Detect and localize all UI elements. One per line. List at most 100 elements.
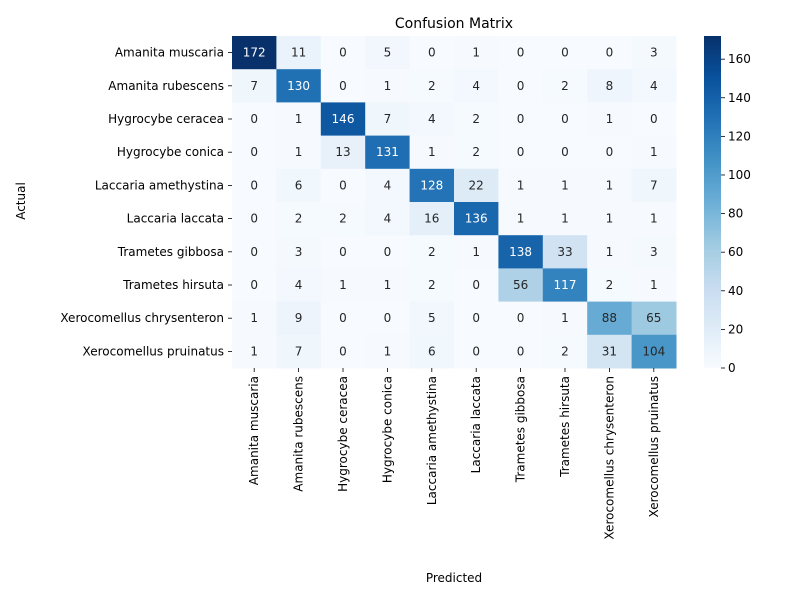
colorbar: 0 20 40 60 80 100 120 140 160 [704,36,751,375]
cell-value-label: 6 [428,344,436,358]
cell-value-label: 146 [332,112,355,126]
y-tick-label: Hygrocybe ceracea [108,112,224,126]
cell-value-label: 5 [384,46,392,60]
cell-value-label: 65 [646,311,661,325]
cell-value-label: 0 [517,311,525,325]
cell-value-label: 0 [650,112,658,126]
cell-value-label: 0 [472,344,480,358]
x-axis-label: Predicted [426,571,482,585]
heatmap-cell [587,168,633,203]
colorbar-tick-label: 60 [728,245,743,259]
heatmap-cell [365,301,411,336]
y-tick-label: Xerocomellus pruinatus [83,344,224,358]
x-tick-label: Amanita muscaria [247,376,261,485]
x-tick-label: Hygrocybe ceracea [336,376,350,492]
heatmap-cell [276,301,322,336]
cell-value-label: 88 [602,311,617,325]
heatmap-cell [232,135,277,170]
heatmap-cell [320,69,366,103]
heatmap-cell [276,168,322,203]
cell-value-label: 1 [428,145,436,159]
colorbar-tick-label: 20 [728,322,743,336]
heatmap-cell [365,202,411,236]
heatmap-cell [320,301,366,336]
heatmap-cell [631,69,677,103]
heatmap-cell [232,202,277,236]
heatmap-cell [498,202,544,236]
cell-value-label: 1 [650,145,658,159]
cell-value-label: 0 [250,212,258,226]
heatmap-cell [232,36,277,70]
heatmap-cell [587,334,633,369]
cell-value-label: 2 [339,212,347,226]
cell-value-label: 7 [250,79,258,93]
cell-value-label: 33 [557,245,572,259]
heatmap-cell [276,268,322,303]
cell-value-label: 104 [642,344,665,358]
heatmap-cell [587,36,633,70]
cell-value-label: 6 [295,178,303,192]
x-tick-label: Trametes gibbosa [514,376,528,483]
heatmap-cell [542,334,588,369]
cell-value-label: 0 [339,178,347,192]
heatmap-cell [409,36,455,70]
heatmap-cell [276,235,322,269]
heatmap-cell [276,69,322,103]
heatmap-cell [498,36,544,70]
heatmap-cell [365,135,411,170]
cell-value-label: 7 [384,112,392,126]
cell-value-label: 16 [424,212,439,226]
cell-value-label: 1 [384,344,392,358]
heatmap-cell [409,202,455,236]
cell-value-label: 130 [287,79,310,93]
heatmap-cell [498,135,544,170]
cell-value-label: 1 [561,311,569,325]
cell-value-label: 0 [517,344,525,358]
cell-value-label: 0 [250,278,258,292]
heatmap-cell [365,168,411,203]
heatmap-cell [365,334,411,369]
heatmap-cell [498,301,544,336]
heatmap-cell [276,135,322,170]
heatmap-cell [587,235,633,269]
cell-value-label: 1 [561,178,569,192]
x-tick-label: Laccaria laccata [469,376,483,473]
y-tick-label: Amanita rubescens [108,79,224,93]
colorbar-tick-label: 140 [728,91,751,105]
heatmap-cell [454,36,499,70]
x-tick-label: Amanita rubescens [292,376,306,492]
heatmap-cell [276,36,322,70]
cell-value-label: 2 [472,145,480,159]
cell-value-label: 2 [428,79,436,93]
heatmap-cell [498,334,544,369]
cell-value-label: 0 [339,79,347,93]
heatmap-cell [542,301,588,336]
y-tick-label: Xerocomellus chrysenteron [60,311,224,325]
heatmap-cell [631,301,677,336]
cell-value-label: 1 [250,344,258,358]
heatmap-cell [232,235,277,269]
cell-value-label: 0 [561,112,569,126]
heatmap-cell [320,168,366,203]
cell-value-label: 2 [295,212,303,226]
cell-value-label: 1 [561,212,569,226]
cell-value-label: 0 [339,245,347,259]
heatmap-cell [320,102,366,137]
cell-value-label: 0 [428,46,436,60]
heatmap-cell [542,268,588,303]
heatmap-cell [498,235,544,269]
heatmap-cell [631,235,677,269]
cell-value-label: 128 [420,178,443,192]
cell-value-label: 0 [472,278,480,292]
cell-value-label: 7 [295,344,303,358]
cell-value-label: 1 [517,212,525,226]
cell-value-label: 172 [243,46,266,60]
cell-value-label: 1 [472,46,480,60]
heatmap-cell [409,268,455,303]
heatmap-cell [454,202,499,236]
colorbar-tick-label: 40 [728,284,743,298]
heatmap-cell [320,334,366,369]
heatmap-cell [409,235,455,269]
cell-value-label: 0 [517,46,525,60]
heatmap-cell [320,135,366,170]
